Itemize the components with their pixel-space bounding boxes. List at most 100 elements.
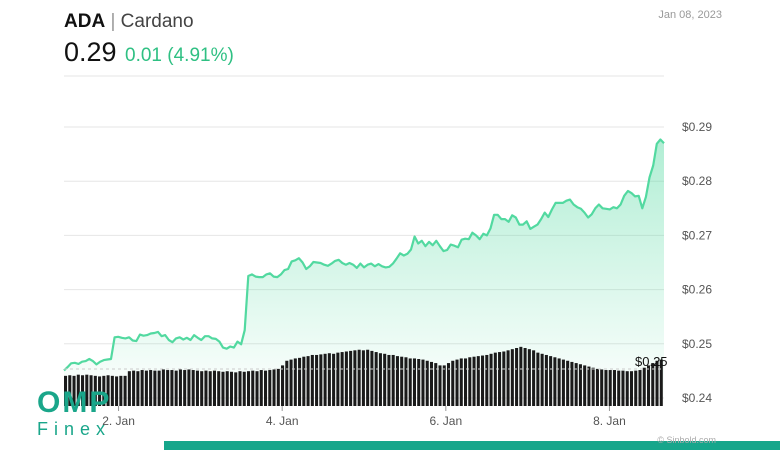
y-tick-label: $0.25	[682, 337, 712, 351]
volume-bar	[578, 364, 582, 406]
volume-bar	[183, 370, 187, 406]
volume-bar	[208, 371, 212, 406]
volume-bar	[76, 374, 80, 406]
volume-bar	[178, 369, 182, 406]
y-tick-label: $0.26	[682, 283, 712, 297]
volume-bar	[595, 368, 599, 406]
chart-header: ADA | Cardano 0.29 0.01 (4.91%)	[64, 10, 234, 68]
volume-bar	[140, 370, 144, 406]
volume-bar	[298, 357, 302, 406]
volume-bar	[612, 370, 616, 406]
volume-bar	[540, 353, 544, 406]
volume-bar	[506, 350, 510, 406]
volume-bar	[446, 363, 451, 406]
volume-bar	[166, 370, 170, 406]
volume-bar	[570, 361, 574, 406]
volume-bar	[642, 367, 646, 406]
volume-bar	[464, 358, 468, 406]
volume-bar	[498, 352, 502, 406]
volume-bar	[625, 371, 629, 406]
volume-bar	[604, 370, 608, 406]
volume-bar	[451, 360, 455, 406]
volume-bar	[98, 376, 102, 406]
volume-bar	[412, 358, 416, 406]
volume-bar	[170, 370, 174, 406]
volume-bar	[557, 358, 561, 406]
volume-bar	[191, 370, 195, 406]
volume-bar	[340, 352, 344, 406]
volume-bar	[268, 370, 272, 406]
volume-bar	[527, 349, 531, 406]
volume-bar	[81, 375, 85, 406]
volume-bar	[264, 370, 268, 406]
price-change: 0.01 (4.91%)	[125, 45, 234, 66]
volume-bar	[519, 346, 523, 406]
volume-label: $0.25	[635, 354, 668, 369]
volume-bar	[93, 375, 97, 406]
volume-bar	[217, 371, 221, 406]
volume-bar	[485, 354, 489, 406]
volume-bar	[404, 357, 408, 406]
volume-bar	[281, 365, 285, 406]
volume-bar	[621, 370, 625, 406]
volume-bar	[366, 349, 370, 406]
volume-bar	[234, 372, 238, 406]
volume-bar	[400, 356, 404, 406]
y-tick-label: $0.29	[682, 120, 712, 134]
volume-bar	[255, 371, 259, 406]
x-tick-label: 2. Jan	[102, 414, 135, 428]
volume-bar	[289, 359, 293, 406]
volume-bar	[566, 360, 570, 406]
volume-bar	[336, 352, 340, 406]
current-price: 0.29	[64, 37, 117, 67]
logo-text: OMP	[37, 386, 112, 419]
footer-accent-bar	[164, 441, 780, 450]
volume-bar	[425, 360, 429, 406]
volume-bar	[200, 371, 204, 406]
volume-bar	[434, 363, 438, 406]
volume-bar	[510, 349, 514, 406]
y-tick-label: $0.27	[682, 228, 712, 242]
volume-bar	[246, 371, 251, 406]
volume-bar	[468, 357, 472, 406]
volume-bar	[532, 350, 536, 406]
volume-bar	[353, 350, 357, 406]
chart-date: Jan 08, 2023	[658, 9, 722, 21]
volume-bar	[204, 370, 208, 406]
y-tick-label: $0.28	[682, 174, 712, 188]
volume-bar	[459, 358, 463, 406]
price-area	[64, 139, 664, 405]
volume-bar	[89, 375, 93, 406]
volume-bar	[553, 357, 557, 406]
volume-bar	[374, 352, 378, 406]
x-tick-label: 6. Jan	[429, 414, 462, 428]
volume-bar	[110, 375, 114, 406]
volume-bar	[161, 369, 165, 406]
volume-bar	[315, 354, 319, 406]
volume-bar	[64, 375, 68, 406]
volume-bar	[659, 359, 663, 406]
title-separator: |	[110, 11, 116, 32]
volume-bar	[302, 356, 306, 406]
volume-bar	[391, 354, 395, 406]
volume-bar	[438, 365, 442, 406]
volume-bar	[123, 375, 127, 406]
volume-bar	[417, 359, 421, 406]
coin-name: Cardano	[120, 11, 194, 32]
volume-bar	[442, 365, 446, 406]
volume-bar	[583, 365, 587, 406]
volume-bar	[544, 354, 548, 406]
volume-bar	[561, 359, 565, 406]
volume-bar	[476, 356, 480, 406]
volume-bar	[276, 368, 280, 406]
volume-bar	[574, 363, 578, 406]
volume-bar	[115, 376, 119, 406]
volume-bar	[157, 370, 161, 406]
coin-symbol: ADA	[64, 11, 106, 32]
volume-bar	[251, 370, 255, 406]
volume-bar	[481, 355, 485, 406]
title-line: ADA | Cardano	[64, 10, 234, 34]
price-line-series	[63, 138, 665, 372]
volume-bar	[225, 371, 229, 406]
volume-bar	[68, 375, 72, 406]
